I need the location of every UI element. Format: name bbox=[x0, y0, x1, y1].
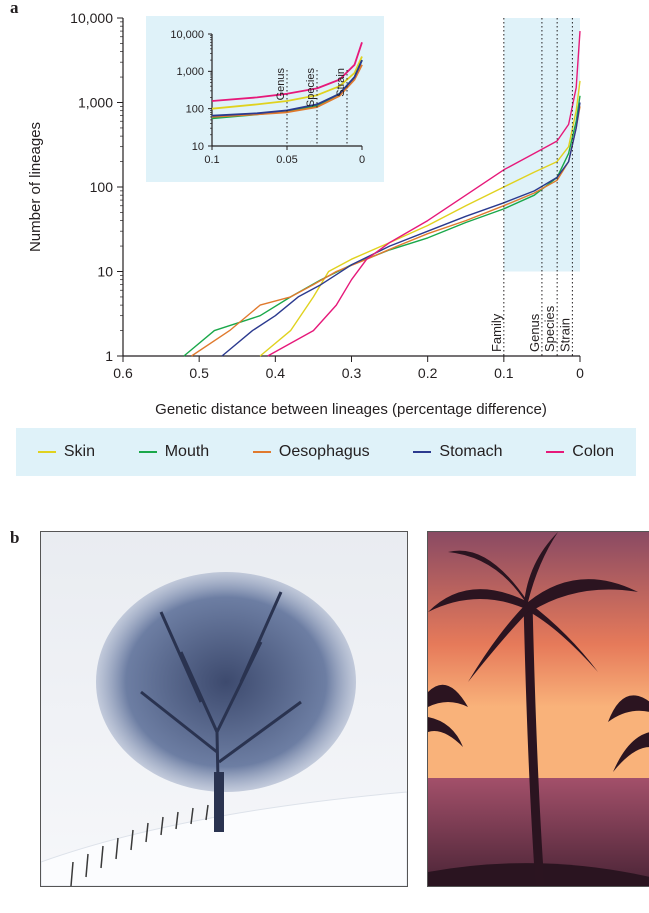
legend-item-skin: Skin bbox=[37, 443, 95, 461]
palm-fronds bbox=[428, 532, 638, 682]
legend-label-stomach: Stomach bbox=[439, 443, 503, 460]
main-y-tick-label: 100 bbox=[90, 179, 114, 195]
panel-a: 0.6 0.5 0.4 0.3 0.2 0.1 0 1 10 100 1,000 10,000 Fami… bbox=[0, 0, 649, 420]
main-y-tick-label: 10,000 bbox=[70, 10, 113, 26]
main-marker-label-family: Family bbox=[489, 313, 504, 352]
legend-swatch-stomach bbox=[413, 451, 432, 453]
side-palm-left bbox=[428, 684, 468, 747]
legend-swatch-skin bbox=[37, 451, 56, 453]
main-marker-label-strain: Strain bbox=[557, 318, 572, 352]
snow-hill bbox=[41, 791, 407, 886]
main-x-tick-label: 0.5 bbox=[189, 365, 209, 381]
main-marker-label-genus: Genus bbox=[527, 313, 542, 352]
legend-item-oesophagus: Oesophagus bbox=[252, 443, 370, 461]
tree-branches bbox=[140, 591, 302, 833]
main-plot: 0.6 0.5 0.4 0.3 0.2 0.1 01101001,00010,000Fami… bbox=[70, 10, 584, 381]
panel-label-a: a bbox=[10, 0, 19, 17]
inset-background bbox=[146, 16, 384, 182]
main-x-tick-label: 0.6 bbox=[113, 365, 133, 381]
inset-marker-label-strain: Strain bbox=[335, 68, 347, 97]
main-y-tick-label: 1 bbox=[105, 348, 113, 364]
inset-y-tick-label: 10 bbox=[192, 141, 204, 153]
snowy-tree-photo bbox=[40, 531, 408, 887]
main-marker-label-species: Species bbox=[542, 305, 557, 352]
inset-x-tick-label: 0.1 bbox=[204, 154, 219, 166]
side-palm-right bbox=[608, 695, 649, 772]
inset-marker-label-genus: Genus bbox=[275, 68, 287, 101]
inset-plot: 0.1 0.05 0 10 100 1,000 10,000 Genus Species Stra… bbox=[170, 29, 365, 166]
inset-y-tick-label: 1,000 bbox=[176, 66, 204, 78]
main-series-skin bbox=[259, 80, 581, 357]
legend-swatch-mouth bbox=[138, 451, 157, 453]
sunset-sky bbox=[428, 532, 649, 782]
main-x-tick-label: 0.3 bbox=[342, 365, 362, 381]
inset-marker-label-species: Species bbox=[305, 68, 317, 108]
tree-crown bbox=[96, 572, 356, 792]
inset-x-tick-label: 0 bbox=[359, 154, 365, 166]
main-x-tick-label: 0.2 bbox=[418, 365, 438, 381]
fence-posts bbox=[70, 804, 209, 886]
palm-sunset-illustration bbox=[428, 532, 649, 886]
legend-label-mouth: Mouth bbox=[164, 443, 210, 460]
y-axis-title: Number of lineages bbox=[27, 122, 44, 252]
legend-label-colon: Colon bbox=[572, 443, 615, 460]
inset-y-tick-label: 10,000 bbox=[170, 29, 204, 41]
main-series-stomach bbox=[221, 102, 581, 357]
legend-label-oesophagus: Oesophagus bbox=[278, 443, 370, 460]
inset-series-colon bbox=[211, 42, 363, 102]
main-y-tick-label: 10 bbox=[97, 263, 113, 279]
palm-trunk bbox=[523, 601, 545, 886]
chart-legend: Skin Mouth Oesophagus Stomach Colon bbox=[16, 428, 636, 476]
main-y-tick-label: 1,000 bbox=[78, 94, 113, 110]
panel-label-b: b bbox=[10, 528, 20, 547]
snowy-tree-illustration bbox=[41, 532, 407, 886]
main-x-tick-label: 0 bbox=[576, 365, 584, 381]
legend-label-skin: Skin bbox=[63, 443, 95, 460]
legend-item-stomach: Stomach bbox=[413, 443, 503, 461]
x-axis-title: Genetic distance between lineages (perce… bbox=[155, 401, 547, 418]
legend-swatch-oesophagus bbox=[252, 451, 271, 453]
main-x-tick-label: 0.1 bbox=[494, 365, 514, 381]
main-series-oesophagus bbox=[191, 106, 581, 357]
lineage-chart: 0.6 0.5 0.4 0.3 0.2 0.1 01101001,00010,000Fami… bbox=[27, 10, 584, 418]
inset-series-stomach bbox=[211, 59, 363, 117]
legend-swatch-colon bbox=[546, 451, 565, 453]
zoom-region-shade bbox=[503, 18, 580, 272]
inset-x-tick-label: 0.05 bbox=[276, 154, 297, 166]
palm-sunset-photo bbox=[427, 531, 649, 887]
inset-y-tick-label: 100 bbox=[186, 104, 204, 116]
main-series-colon bbox=[267, 31, 581, 357]
main-x-tick-label: 0.4 bbox=[266, 365, 286, 381]
main-series-mouth bbox=[183, 95, 581, 357]
legend-item-mouth: Mouth bbox=[138, 443, 210, 461]
legend-item-colon: Colon bbox=[546, 443, 614, 461]
